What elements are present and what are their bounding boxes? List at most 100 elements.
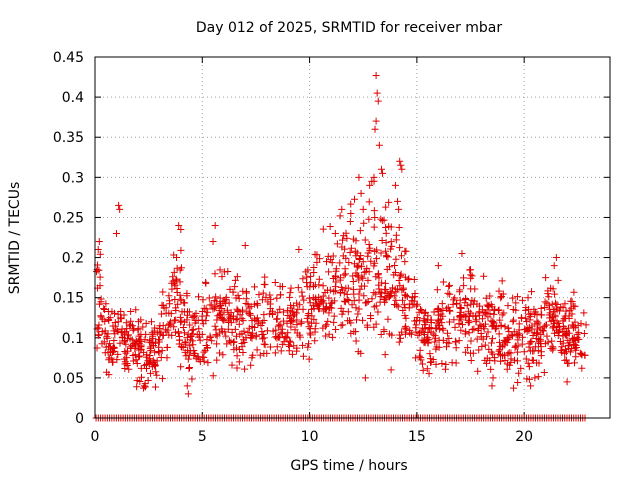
data-point <box>110 347 118 355</box>
data-point <box>276 305 284 313</box>
data-point <box>466 349 474 357</box>
data-point <box>146 336 154 344</box>
data-point <box>152 383 160 391</box>
data-point <box>181 348 189 356</box>
data-point <box>213 316 221 324</box>
y-tick-label: 0.3 <box>62 170 84 186</box>
data-point <box>500 309 508 317</box>
data-point <box>525 375 533 383</box>
data-point <box>470 297 478 305</box>
data-point <box>374 308 382 316</box>
data-point <box>211 270 219 278</box>
data-point <box>172 275 180 283</box>
data-point <box>565 315 573 323</box>
data-point <box>555 323 563 331</box>
data-point <box>106 340 114 348</box>
data-point <box>432 345 440 353</box>
data-point <box>314 302 322 310</box>
data-point <box>259 330 267 338</box>
y-tick-label: 0.1 <box>62 331 84 347</box>
data-point <box>155 338 163 346</box>
data-point <box>478 315 486 323</box>
data-point <box>310 263 318 271</box>
data-point <box>109 358 117 366</box>
data-point <box>177 363 185 371</box>
data-point <box>563 348 571 356</box>
data-point <box>355 173 363 181</box>
data-point <box>298 288 306 296</box>
data-point <box>452 359 460 367</box>
data-point <box>209 238 217 246</box>
data-point <box>171 295 179 303</box>
data-point <box>101 306 109 314</box>
data-point <box>385 198 393 206</box>
data-point <box>325 268 333 276</box>
data-point <box>437 315 445 323</box>
data-point <box>299 275 307 283</box>
data-point <box>276 291 284 299</box>
data-point <box>308 319 316 327</box>
data-point <box>559 322 567 330</box>
data-point <box>411 290 419 298</box>
data-point <box>213 332 221 340</box>
data-point <box>304 311 312 319</box>
data-point <box>558 346 566 354</box>
data-point <box>179 343 187 351</box>
data-point <box>263 327 271 335</box>
data-point <box>327 299 335 307</box>
data-point <box>167 310 175 318</box>
data-point <box>429 356 437 364</box>
data-point <box>565 342 573 350</box>
data-point <box>497 322 505 330</box>
data-point <box>336 289 344 297</box>
data-point <box>199 296 207 304</box>
data-point <box>244 328 252 336</box>
data-point <box>251 283 259 291</box>
data-point <box>377 165 385 173</box>
data-point <box>280 338 288 346</box>
data-point <box>266 343 274 351</box>
data-point <box>508 332 516 340</box>
data-point <box>152 368 160 376</box>
data-point <box>247 311 255 319</box>
data-point <box>577 350 585 358</box>
data-point <box>349 285 357 293</box>
data-point <box>280 317 288 325</box>
data-point <box>565 329 573 337</box>
data-point <box>170 323 178 331</box>
data-point <box>487 365 495 373</box>
data-point <box>326 304 334 312</box>
data-point <box>188 375 196 383</box>
data-point <box>303 273 311 281</box>
data-point <box>336 259 344 267</box>
data-point <box>445 339 453 347</box>
data-point <box>189 341 197 349</box>
data-point <box>442 343 450 351</box>
data-point <box>424 312 432 320</box>
data-point <box>514 357 522 365</box>
data-point <box>512 299 520 307</box>
data-point <box>582 321 590 329</box>
x-tick-label: 15 <box>408 429 426 445</box>
data-point <box>364 276 372 284</box>
data-point <box>204 308 212 316</box>
data-point <box>172 307 180 315</box>
data-point <box>517 364 525 372</box>
data-point <box>287 284 295 292</box>
data-point <box>362 268 370 276</box>
data-point <box>365 215 373 223</box>
data-point <box>144 377 152 385</box>
data-point <box>499 341 507 349</box>
data-point <box>368 177 376 185</box>
data-point <box>475 346 483 354</box>
data-point <box>176 313 184 321</box>
data-point <box>387 366 395 374</box>
data-point <box>124 331 132 339</box>
data-point <box>344 308 352 316</box>
data-point <box>224 317 232 325</box>
data-point <box>465 329 473 337</box>
data-point <box>524 359 532 367</box>
data-point <box>534 339 542 347</box>
data-point <box>95 266 103 274</box>
data-point <box>475 324 483 332</box>
